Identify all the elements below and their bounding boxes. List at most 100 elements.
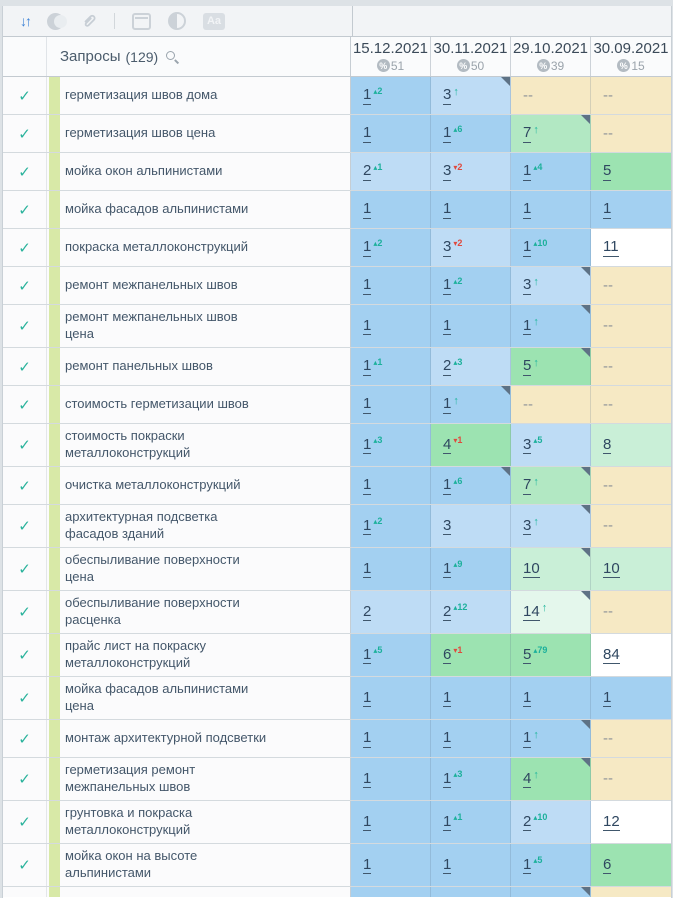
position-cell[interactable]: 1 ▴9 <box>431 548 511 590</box>
contrast-button[interactable] <box>168 12 186 30</box>
position-cell[interactable]: 1 <box>511 677 591 719</box>
row-checkbox[interactable]: ✓ <box>3 229 47 266</box>
position-cell[interactable]: 1 <box>351 386 431 423</box>
position-cell[interactable]: 5 ▴79 <box>511 634 591 676</box>
date-column-header-4[interactable]: 30.09.2021 % 15 <box>591 37 671 76</box>
position-cell[interactable]: 1 ▴2 <box>431 267 511 304</box>
keyword-label[interactable]: герметизация швов цена <box>65 125 216 141</box>
keyword-label[interactable]: обеспыливание поверхности цена <box>65 552 240 584</box>
position-cell[interactable]: 1 <box>351 267 431 304</box>
date-column-header-1[interactable]: 15.12.2021 % 51 <box>351 37 431 76</box>
row-checkbox[interactable]: ✓ <box>3 801 47 843</box>
position-cell[interactable]: 1 ▴1 <box>351 348 431 385</box>
position-cell[interactable]: 3 <box>431 505 511 547</box>
row-checkbox[interactable]: ✓ <box>3 758 47 800</box>
row-checkbox[interactable]: ✓ <box>3 77 47 114</box>
position-cell[interactable]: 12 <box>591 801 671 843</box>
position-cell[interactable]: 1 ↑ <box>511 305 591 347</box>
position-cell[interactable]: 1 <box>351 115 431 152</box>
keyword-label[interactable]: ремонт межпанельных швов цена <box>65 309 238 341</box>
keyword-label[interactable]: очистка металлоконструкций <box>65 477 241 493</box>
row-checkbox[interactable]: ✓ <box>3 348 47 385</box>
date-column-header-3[interactable]: 29.10.2021 % 39 <box>511 37 591 76</box>
row-checkbox[interactable]: ✓ <box>3 720 47 757</box>
keyword-label[interactable]: стоимость покраски металлоконструкций <box>65 428 191 460</box>
position-cell[interactable]: 2 <box>351 591 431 633</box>
position-cell[interactable]: 1 <box>351 844 431 886</box>
row-checkbox[interactable]: ✓ <box>3 634 47 676</box>
position-cell[interactable]: 1 <box>351 720 431 757</box>
sort-button[interactable]: ↓↑ <box>20 14 32 28</box>
row-checkbox[interactable]: ✓ <box>3 191 47 228</box>
position-cell[interactable]: 8 <box>591 424 671 466</box>
position-cell[interactable]: 1 <box>351 191 431 228</box>
position-cell[interactable]: 1 ▴4 <box>511 153 591 190</box>
position-cell[interactable]: 1 ▴2 <box>351 505 431 547</box>
position-cell[interactable]: 3 ↑ <box>431 77 511 114</box>
position-cell[interactable]: 11 <box>591 229 671 266</box>
keyword-label[interactable]: обеспыливание поверхности расценка <box>65 595 240 627</box>
position-cell[interactable]: 1 <box>431 844 511 886</box>
row-checkbox[interactable]: ✓ <box>3 844 47 886</box>
position-cell[interactable]: 1 <box>431 677 511 719</box>
target-toggle-button[interactable] <box>47 12 67 30</box>
position-cell[interactable]: 84 <box>591 634 671 676</box>
position-cell[interactable]: 1 ▴3 <box>431 758 511 800</box>
row-checkbox[interactable]: ✓ <box>3 677 47 719</box>
position-cell[interactable]: 6 ▾1 <box>431 634 511 676</box>
link-button[interactable] <box>81 13 97 29</box>
row-checkbox[interactable]: ✓ <box>3 424 47 466</box>
keyword-label[interactable]: герметизация ремонт межпанельных швов <box>65 762 196 794</box>
row-checkbox[interactable]: ✓ <box>3 115 47 152</box>
keyword-label[interactable]: ремонт панельных швов <box>65 358 213 374</box>
position-cell[interactable]: 3 ↑ <box>511 505 591 547</box>
position-cell[interactable]: 1 ↑ <box>431 386 511 423</box>
date-column-header-2[interactable]: 30.11.2021 % 50 <box>431 37 511 76</box>
position-cell[interactable]: 1 <box>431 305 511 347</box>
position-cell[interactable]: 1 ▴2 <box>351 229 431 266</box>
position-cell[interactable]: 2 ▴10 <box>511 801 591 843</box>
position-cell[interactable]: 1 <box>351 677 431 719</box>
position-cell[interactable]: 1 <box>511 191 591 228</box>
position-cell[interactable]: 5 ↑ <box>511 348 591 385</box>
position-cell[interactable]: 1 <box>351 305 431 347</box>
keyword-label[interactable]: покраска металлоконструкций <box>65 239 248 255</box>
position-cell[interactable]: 1 ▴3 <box>351 424 431 466</box>
position-cell[interactable]: 1 ▴6 <box>431 115 511 152</box>
position-cell[interactable]: 3 ▴5 <box>511 424 591 466</box>
position-cell[interactable]: 1 <box>431 191 511 228</box>
layout-button[interactable] <box>132 12 151 30</box>
position-cell[interactable]: 7 ↑ <box>511 467 591 504</box>
position-cell[interactable]: 1 ▴1 <box>431 801 511 843</box>
keyword-label[interactable] <box>60 890 71 894</box>
row-checkbox[interactable] <box>3 887 47 897</box>
position-cell[interactable]: 1 <box>351 801 431 843</box>
position-cell[interactable]: 10 <box>591 548 671 590</box>
position-cell[interactable]: 3 ↑ <box>511 267 591 304</box>
position-cell[interactable]: 6 <box>591 844 671 886</box>
position-cell[interactable]: 1 <box>591 191 671 228</box>
position-cell[interactable]: 2 ▴3 <box>431 348 511 385</box>
keyword-label[interactable]: мойка окон на высоте альпинистами <box>65 848 198 880</box>
position-cell[interactable]: 4 ↑ <box>511 758 591 800</box>
position-cell[interactable]: 4 ▾1 <box>431 424 511 466</box>
keyword-label[interactable]: прайс лист на покраску металлоконструкци… <box>65 638 207 670</box>
keyword-label[interactable]: мойка фасадов альпинистами <box>65 201 249 217</box>
position-cell[interactable]: 1 ▴5 <box>511 844 591 886</box>
position-cell[interactable]: 2 ▴1 <box>351 153 431 190</box>
row-checkbox[interactable]: ✓ <box>3 267 47 304</box>
position-cell[interactable]: 1 <box>351 758 431 800</box>
keyword-label[interactable]: стоимость герметизации швов <box>65 396 249 412</box>
row-checkbox[interactable]: ✓ <box>3 386 47 423</box>
position-cell[interactable]: 7 ↑ <box>511 115 591 152</box>
position-cell[interactable]: 1 ▴5 <box>351 634 431 676</box>
position-cell[interactable]: 14 ↑ <box>511 591 591 633</box>
row-checkbox[interactable]: ✓ <box>3 591 47 633</box>
position-cell[interactable]: 3 ▾2 <box>431 229 511 266</box>
search-icon[interactable] <box>165 50 179 64</box>
position-cell[interactable]: 2 ▴12 <box>431 591 511 633</box>
position-cell[interactable]: 1 ▴2 <box>351 77 431 114</box>
position-cell[interactable]: 3 ▾2 <box>431 153 511 190</box>
position-cell[interactable]: 1 <box>351 467 431 504</box>
position-cell[interactable]: 1 ▴6 <box>431 467 511 504</box>
